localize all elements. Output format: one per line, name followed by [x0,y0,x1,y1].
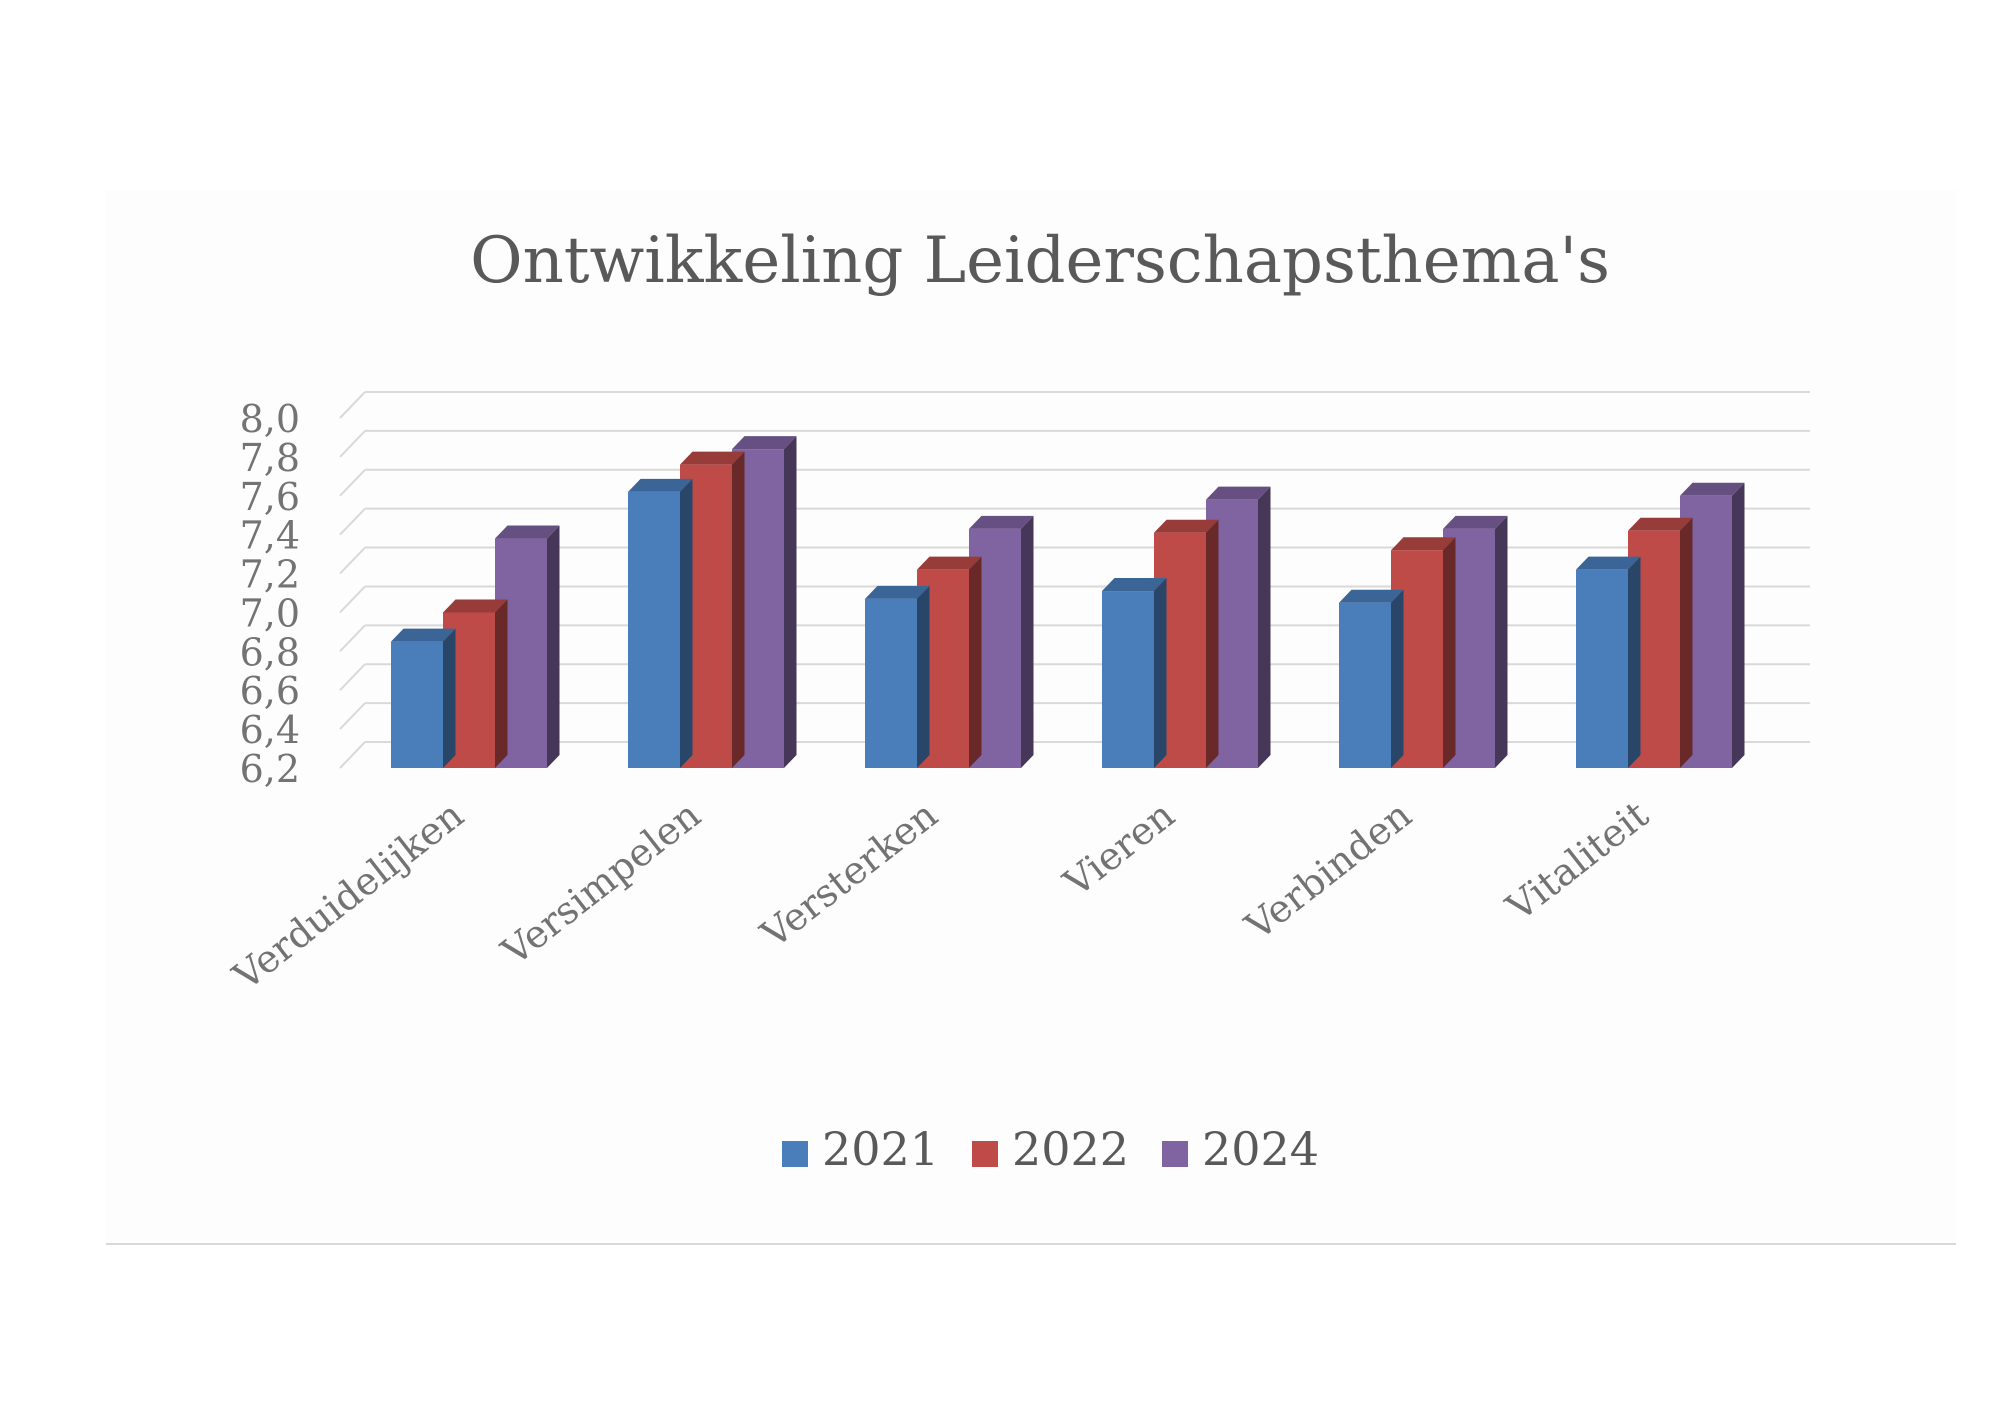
divider [106,1243,1956,1245]
bar-top [1628,517,1693,531]
bar-top [969,515,1034,529]
bar-front [865,598,917,768]
x-tick-label: Vieren [1055,792,1183,905]
bars [391,436,1745,768]
legend-swatch [782,1141,808,1167]
x-tick-label: Verbinden [1237,792,1420,948]
legend-item: 2021 [782,1122,939,1176]
legend-item: 2024 [1162,1122,1319,1176]
gridline-side [339,663,366,691]
bar-side [732,451,745,768]
bar-top [628,478,693,492]
legend: 2021 2022 2024 [782,1122,1319,1176]
bar-front [1339,602,1391,768]
x-tick-label: Verduidelijken [224,792,471,999]
bar-top [1576,556,1641,570]
y-tick-label: 6,2 [240,747,300,791]
y-tick-label: 6,8 [240,630,300,674]
bar-side [680,478,693,768]
bar-front [628,491,680,768]
bar-front [1102,591,1154,768]
y-tick-label: 7,0 [240,591,300,635]
bar-top [680,451,745,465]
bar-side [1732,482,1745,768]
bar [1628,517,1693,768]
y-tick-label: 8,0 [240,397,300,441]
x-tick-label: Versterken [752,792,945,957]
x-tick-label: Vitaliteit [1498,792,1657,930]
gridline-side [339,585,366,614]
legend-label: 2021 [822,1122,939,1176]
bar-side [1443,537,1456,768]
gridlines [339,391,1810,769]
bar-top [865,585,930,599]
legend-swatch [972,1141,998,1167]
bar-side [1154,578,1167,768]
bar-top [443,599,508,613]
bar-front [391,641,443,768]
gridline-side [339,430,366,458]
bar [865,585,930,768]
bar-top [1680,482,1745,496]
y-axis-ticks: 6,26,46,66,87,07,27,47,67,88,0 [240,397,300,791]
bar [1576,556,1641,768]
bar-front [1576,569,1628,768]
legend-label: 2022 [1012,1122,1129,1176]
y-tick-label: 7,2 [240,553,300,597]
bar-top [732,436,797,450]
bar-side [443,628,456,768]
y-tick-label: 7,4 [240,514,300,558]
y-tick-label: 6,4 [240,708,300,752]
bar-top [1443,515,1508,529]
bar-top [917,556,982,570]
legend-item: 2022 [972,1122,1129,1176]
y-tick-label: 7,8 [240,436,300,480]
bar-top [1391,537,1456,551]
bar-side [495,599,508,768]
bar-top [495,525,560,539]
bar-top [1154,519,1219,533]
bar-side [1495,515,1508,768]
y-tick-label: 6,6 [240,669,300,713]
x-axis-labels: Verduidelijken Versimpelen Versterken Viere… [224,792,1656,999]
bar-side [1021,515,1034,768]
bar-top [1206,486,1271,500]
bar [1102,578,1167,768]
chart-title: Ontwikkeling Leiderschapsthema's [470,224,1610,298]
legend-swatch [1162,1141,1188,1167]
bar-side [784,436,797,768]
bar-side [1258,486,1271,768]
gridline-side [339,546,366,575]
bar-top [1339,589,1404,603]
bar-top [1102,578,1167,592]
x-tick-label: Versimpelen [493,792,709,974]
y-tick-label: 7,6 [240,475,300,519]
bar-side [1680,517,1693,768]
gridline-side [339,624,366,653]
bar-side [969,556,982,768]
bar-side [1391,589,1404,768]
bar [391,628,456,768]
gridline-side [339,391,366,419]
gridline-side [339,469,366,497]
bar-top [391,628,456,642]
bar-side [547,525,560,768]
bar-side [1206,519,1219,768]
gridline-side [339,702,366,730]
bar [628,478,693,768]
gridline-side [339,507,366,536]
bar-side [917,585,930,768]
bar-side [1628,556,1641,768]
gridline-side [339,741,366,769]
bar [1339,589,1404,768]
legend-label: 2024 [1202,1122,1319,1176]
